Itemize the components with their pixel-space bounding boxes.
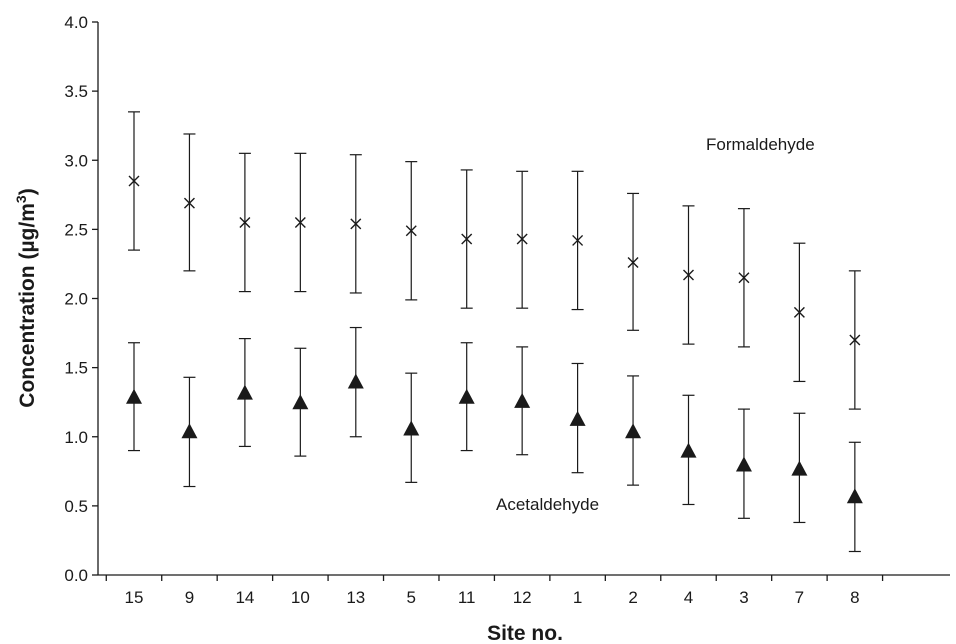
acetaldehyde-point <box>846 488 863 504</box>
x-tick-label: 1 <box>573 588 582 607</box>
x-tick-label: 11 <box>458 588 476 607</box>
acetaldehyde-point <box>236 384 253 400</box>
series-label-formaldehyde: Formaldehyde <box>706 135 815 154</box>
data-markers <box>126 175 863 504</box>
y-tick-label: 3.0 <box>64 151 88 170</box>
y-ticks: 0.0 0.5 1.0 1.5 2.0 2.5 3.0 3.5 4.0 <box>64 13 98 585</box>
acetaldehyde-point <box>735 456 752 472</box>
acetaldehyde-point <box>680 442 697 458</box>
y-tick-label: 0.5 <box>64 497 88 516</box>
x-axis-title: Site no. <box>487 622 563 644</box>
x-tick-label: 10 <box>291 588 310 607</box>
formaldehyde-point <box>350 218 362 230</box>
acetaldehyde-point <box>292 394 309 410</box>
x-tick-label: 2 <box>628 588 637 607</box>
y-tick-label: 1.0 <box>64 428 88 447</box>
axes <box>97 22 950 576</box>
x-tick-label: 13 <box>346 588 365 607</box>
acetaldehyde-point <box>347 373 364 389</box>
y-tick-label: 3.5 <box>64 82 88 101</box>
y-tick-label: 2.0 <box>64 290 88 309</box>
formaldehyde-point <box>849 334 861 346</box>
x-tick-label: 12 <box>513 588 532 607</box>
formaldehyde-point <box>516 233 528 245</box>
formaldehyde-point <box>183 197 195 209</box>
acetaldehyde-point <box>569 410 586 426</box>
formaldehyde-point <box>128 175 140 187</box>
acetaldehyde-point <box>403 420 420 436</box>
acetaldehyde-point <box>514 392 531 408</box>
acetaldehyde-point <box>458 388 475 404</box>
formaldehyde-point <box>738 272 750 284</box>
x-tick-label: 15 <box>125 588 144 607</box>
y-tick-label: 1.5 <box>64 359 88 378</box>
formaldehyde-point <box>572 234 584 246</box>
y-tick-label: 0.0 <box>64 566 88 585</box>
formaldehyde-point <box>405 225 417 237</box>
acetaldehyde-point <box>625 423 642 439</box>
formaldehyde-point <box>793 306 805 318</box>
acetaldehyde-point <box>181 423 198 439</box>
acetaldehyde-point <box>791 460 808 476</box>
x-tick-label: 8 <box>850 588 859 607</box>
error-bars <box>128 111 861 553</box>
formaldehyde-point <box>627 257 639 269</box>
y-tick-label: 4.0 <box>64 13 88 32</box>
y-axis-title-close: ) <box>16 188 39 195</box>
y-tick-label: 2.5 <box>64 220 88 239</box>
formaldehyde-point <box>239 216 251 228</box>
x-ticks: 15 9 14 10 13 5 11 12 1 2 4 3 7 8 <box>105 575 884 607</box>
formaldehyde-point <box>294 216 306 228</box>
x-tick-label: 7 <box>795 588 804 607</box>
y-axis-title: Concentration (µg/m3) <box>13 188 39 407</box>
formaldehyde-point <box>461 233 473 245</box>
x-tick-label: 3 <box>739 588 748 607</box>
x-tick-label: 14 <box>235 588 254 607</box>
x-tick-label: 9 <box>185 588 194 607</box>
acetaldehyde-point <box>126 388 142 404</box>
series-label-acetaldehyde: Acetaldehyde <box>496 495 599 514</box>
y-axis-title-superscript: 3 <box>13 195 29 203</box>
x-tick-label: 4 <box>684 588 693 607</box>
y-axis-title-main: Concentration (µg/m <box>16 203 39 408</box>
formaldehyde-point <box>683 269 694 281</box>
x-tick-label: 5 <box>407 588 416 607</box>
